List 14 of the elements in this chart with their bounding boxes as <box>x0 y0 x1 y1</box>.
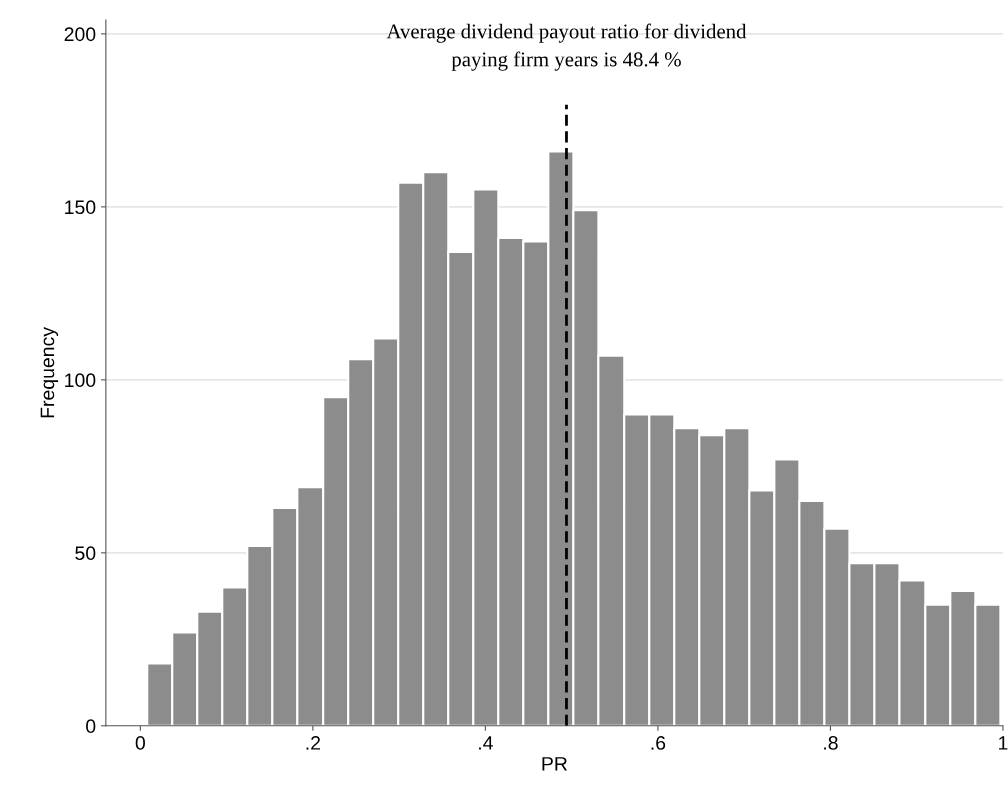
x-tick-label: 0 <box>135 736 145 750</box>
y-tick-label: 150 <box>65 200 96 215</box>
x-tick-label: .8 <box>824 736 838 750</box>
x-tick-label: .4 <box>479 736 493 750</box>
x-axis-title: PR <box>542 757 567 771</box>
y-axis-title: Frequency <box>40 327 59 418</box>
x-tick-label: .6 <box>651 736 666 750</box>
ref-line-label: Average dividend payout ratio for dividend paying firm years is 48.4 % <box>386 23 747 71</box>
y-tick-label: 0 <box>86 719 96 734</box>
y-tick-label: 200 <box>64 27 96 42</box>
y-tick-label: 50 <box>75 546 96 561</box>
x-tick-label: .2 <box>306 736 320 750</box>
x-tick-label: 1 <box>999 736 1008 750</box>
y-tick-label: 100 <box>65 373 96 388</box>
